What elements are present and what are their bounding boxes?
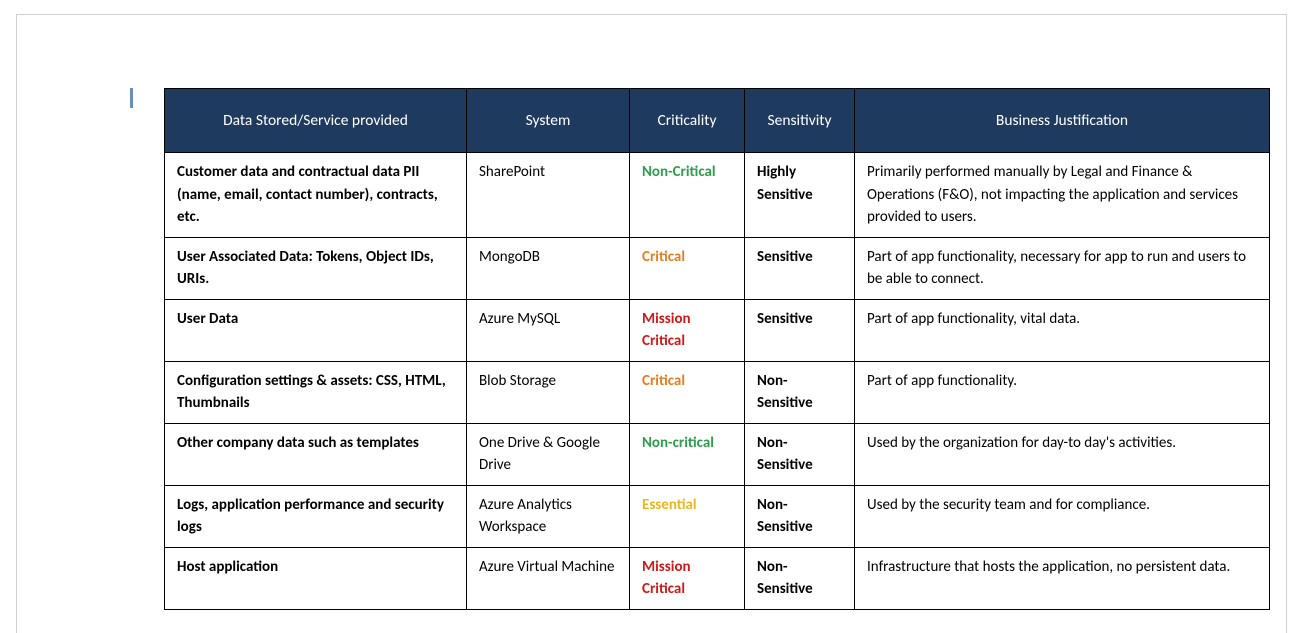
cell-sensitivity: Highly Sensitive	[745, 153, 855, 238]
cell-data-stored: Customer data and contractual data PII (…	[165, 153, 467, 238]
table-header-row: Data Stored/Service provided System Crit…	[165, 89, 1270, 153]
header-justification: Business Justification	[855, 89, 1270, 153]
cell-data-stored: Configuration settings & assets: CSS, HT…	[165, 361, 467, 423]
table-row: Configuration settings & assets: CSS, HT…	[165, 361, 1270, 423]
cell-criticality: Mission Critical	[630, 299, 745, 361]
cell-sensitivity: Non-Sensitive	[745, 485, 855, 547]
table-row: Other company data such as templatesOne …	[165, 423, 1270, 485]
cell-sensitivity: Non-Sensitive	[745, 423, 855, 485]
cell-criticality: Essential	[630, 485, 745, 547]
cell-system: MongoDB	[467, 237, 630, 299]
cell-justification: Infrastructure that hosts the applicatio…	[855, 547, 1270, 609]
cell-system: Azure Analytics Workspace	[467, 485, 630, 547]
cell-system: One Drive & Google Drive	[467, 423, 630, 485]
header-system: System	[467, 89, 630, 153]
cell-system: SharePoint	[467, 153, 630, 238]
cell-data-stored: Other company data such as templates	[165, 423, 467, 485]
table-row: User DataAzure MySQLMission CriticalSens…	[165, 299, 1270, 361]
cell-data-stored: User Data	[165, 299, 467, 361]
cell-data-stored: Host application	[165, 547, 467, 609]
cell-criticality: Mission Critical	[630, 547, 745, 609]
table-row: Customer data and contractual data PII (…	[165, 153, 1270, 238]
cell-system: Azure Virtual Machine	[467, 547, 630, 609]
cursor-mark	[130, 88, 133, 108]
cell-sensitivity: Non-Sensitive	[745, 361, 855, 423]
table-row: Host applicationAzure Virtual MachineMis…	[165, 547, 1270, 609]
cell-justification: Used by the security team and for compli…	[855, 485, 1270, 547]
cell-justification: Part of app functionality, vital data.	[855, 299, 1270, 361]
cell-system: Blob Storage	[467, 361, 630, 423]
cell-criticality: Critical	[630, 361, 745, 423]
cell-sensitivity: Sensitive	[745, 237, 855, 299]
cell-justification: Part of app functionality, necessary for…	[855, 237, 1270, 299]
cell-sensitivity: Sensitive	[745, 299, 855, 361]
cell-justification: Part of app functionality.	[855, 361, 1270, 423]
cell-sensitivity: Non-Sensitive	[745, 547, 855, 609]
cell-justification: Primarily performed manually by Legal an…	[855, 153, 1270, 238]
table-row: User Associated Data: Tokens, Object IDs…	[165, 237, 1270, 299]
cell-system: Azure MySQL	[467, 299, 630, 361]
cell-criticality: Non-critical	[630, 423, 745, 485]
header-sensitivity: Sensitivity	[745, 89, 855, 153]
cell-justification: Used by the organization for day-to day'…	[855, 423, 1270, 485]
data-classification-table: Data Stored/Service provided System Crit…	[164, 88, 1270, 610]
header-data-stored: Data Stored/Service provided	[165, 89, 467, 153]
cell-data-stored: Logs, application performance and securi…	[165, 485, 467, 547]
cell-data-stored: User Associated Data: Tokens, Object IDs…	[165, 237, 467, 299]
header-criticality: Criticality	[630, 89, 745, 153]
data-classification-table-container: Data Stored/Service provided System Crit…	[164, 88, 1270, 610]
table-body: Customer data and contractual data PII (…	[165, 153, 1270, 610]
cell-criticality: Non-Critical	[630, 153, 745, 238]
table-row: Logs, application performance and securi…	[165, 485, 1270, 547]
cell-criticality: Critical	[630, 237, 745, 299]
